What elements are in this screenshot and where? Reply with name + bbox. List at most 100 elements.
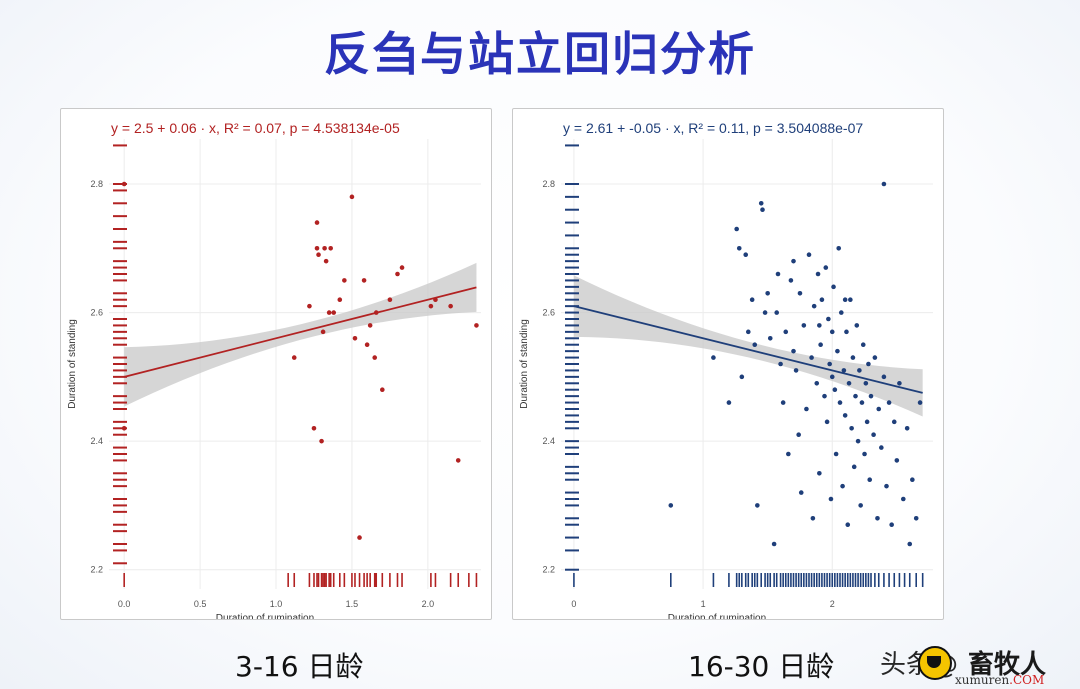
watermark-url-suffix: .COM (1009, 673, 1045, 687)
data-point (736, 245, 742, 251)
data-point (850, 355, 856, 360)
x-axis-label: Duration of rumination (216, 613, 314, 619)
data-point (823, 265, 829, 270)
data-point (743, 252, 749, 258)
data-point (846, 380, 852, 386)
data-point (291, 355, 297, 360)
data-point (844, 329, 849, 335)
data-point (314, 245, 320, 251)
watermark-url: xumuren.COM (955, 673, 1044, 687)
data-point (894, 458, 900, 463)
data-point (395, 271, 400, 277)
data-point (900, 496, 906, 502)
data-point (307, 303, 312, 309)
data-point (863, 380, 869, 386)
data-point (711, 355, 716, 360)
data-point (832, 387, 838, 393)
data-point (855, 438, 861, 444)
data-point (752, 342, 758, 348)
x-axis-label: Duration of rumination (668, 613, 766, 619)
data-point (783, 329, 789, 335)
data-point (815, 271, 821, 277)
data-point (817, 323, 822, 328)
data-point (876, 406, 882, 412)
data-point (455, 458, 461, 463)
y-tick-label: 2.6 (542, 308, 555, 318)
data-point (778, 361, 783, 367)
data-point (314, 220, 320, 225)
confidence-band (573, 275, 923, 417)
data-point (817, 470, 822, 476)
data-point (864, 419, 870, 425)
y-tick-label: 2.6 (90, 308, 103, 318)
data-point (841, 368, 847, 373)
watermark-url-text: xumuren (955, 673, 1010, 687)
data-point (842, 413, 848, 418)
data-point (767, 335, 773, 341)
chart-panel-16-30-days: 0 1 2 2.2 2.4 2.6 2.8 Duration of rumination Dur… (512, 108, 944, 620)
data-point (319, 438, 324, 444)
watermark-brand: 畜牧人 (968, 650, 1047, 680)
data-point (775, 271, 781, 277)
data-point (884, 483, 889, 489)
x-tick-label: 0.0 (118, 599, 131, 609)
y-tick-label: 2.8 (90, 179, 103, 189)
confidence-band (124, 262, 477, 407)
data-point (788, 278, 794, 283)
chart-panel-3-16-days: 0.0 0.5 1.0 1.5 2.0 2.2 2.4 2.6 2.8 Duration of r… (60, 108, 492, 620)
data-point (739, 374, 745, 380)
data-point (121, 181, 127, 187)
data-point (833, 451, 839, 457)
data-point (668, 503, 674, 508)
regression-equation: y = 2.61 + -0.05 · x, R² = 0.11, p = 3.5… (563, 120, 863, 136)
data-point (857, 368, 862, 373)
data-point (337, 297, 343, 303)
regression-line (573, 305, 923, 394)
data-point (349, 194, 355, 200)
xumuren-logo-icon (918, 646, 952, 680)
data-point (749, 297, 755, 303)
data-point (910, 477, 915, 483)
data-point (380, 387, 385, 393)
data-point (734, 226, 739, 232)
data-point (399, 265, 405, 270)
y-tick-label: 2.2 (542, 565, 555, 575)
data-point (810, 515, 816, 521)
x-tick-label: 1.5 (346, 599, 359, 609)
data-point (858, 503, 863, 508)
data-point (797, 290, 803, 296)
data-point (831, 284, 836, 290)
data-point (836, 245, 842, 251)
data-point (320, 329, 326, 335)
data-point (897, 380, 902, 386)
y-tick-label: 2.8 (542, 179, 555, 189)
data-point (762, 310, 768, 315)
data-point (824, 419, 830, 425)
data-point (849, 425, 854, 431)
data-point (889, 522, 894, 528)
data-point (765, 290, 770, 296)
data-point (811, 303, 817, 309)
data-point (907, 541, 913, 547)
data-point (323, 258, 329, 264)
y-tick-label: 2.4 (90, 436, 103, 446)
x-tick-label: 2 (830, 599, 835, 609)
data-point (881, 374, 887, 380)
data-point (801, 323, 807, 328)
data-point (913, 515, 919, 521)
x-tick-label: 1 (701, 599, 706, 609)
data-point (826, 316, 831, 322)
data-point (791, 258, 796, 264)
data-point (745, 329, 751, 335)
data-point (868, 393, 874, 399)
data-point (851, 464, 857, 470)
data-point (311, 425, 317, 431)
data-point (367, 323, 373, 328)
x-tick-label: 0.5 (194, 599, 207, 609)
data-point (774, 310, 780, 315)
scatter-chart-16-30-days: 0 1 2 2.2 2.4 2.6 2.8 Duration of rumination Dur… (519, 120, 933, 619)
data-point (837, 400, 843, 405)
data-point (357, 535, 362, 540)
data-point (814, 380, 820, 386)
data-point (121, 425, 127, 431)
